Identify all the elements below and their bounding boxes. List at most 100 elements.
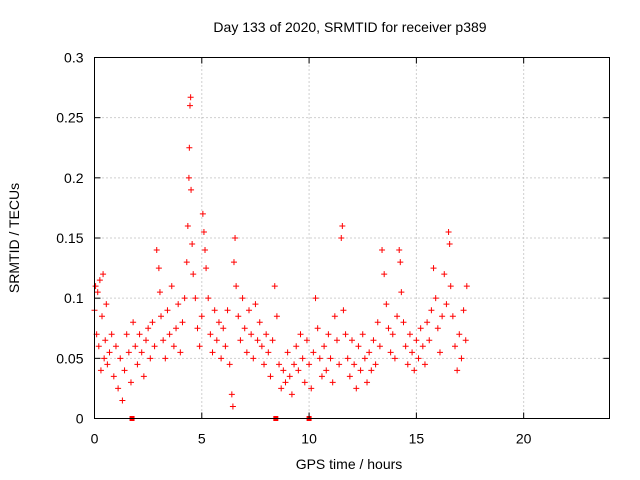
data-point [243, 349, 250, 356]
data-point [434, 325, 441, 332]
data-point [419, 343, 426, 350]
data-point [361, 355, 368, 362]
data-point [153, 247, 160, 254]
data-point [187, 94, 194, 101]
data-point [134, 361, 141, 368]
data-point [271, 283, 278, 290]
data-point [372, 361, 379, 368]
data-point [452, 343, 458, 350]
data-point [325, 331, 332, 338]
data-point [117, 355, 124, 362]
data-point [265, 349, 272, 356]
data-point [323, 367, 330, 374]
data-point [432, 295, 439, 302]
data-point [321, 343, 328, 350]
data-point [162, 355, 169, 362]
data-point [454, 367, 461, 374]
data-point [125, 349, 132, 356]
data-point [368, 367, 375, 374]
data-point [295, 367, 302, 374]
data-point [224, 307, 231, 314]
data-point [177, 349, 184, 356]
x-tick-label: 10 [301, 431, 317, 447]
data-point [237, 337, 244, 344]
data-point [184, 222, 191, 229]
data-point [104, 361, 111, 368]
data-point [229, 403, 236, 410]
y-tick-label: 0 [76, 411, 84, 427]
data-point [351, 361, 358, 368]
data-point [173, 325, 180, 332]
data-point [194, 325, 201, 332]
chart-title: Day 133 of 2020, SRMTID for receiver p38… [213, 19, 486, 35]
data-point [318, 373, 325, 380]
data-point [462, 337, 469, 344]
data-point [100, 271, 107, 278]
data-point [192, 295, 199, 302]
data-point [428, 307, 435, 314]
y-axis-label: SRMTID / TECUs [6, 183, 22, 293]
data-point [189, 241, 196, 248]
data-point [103, 301, 110, 308]
data-point [239, 295, 246, 302]
data-point [310, 349, 317, 356]
data-point [374, 319, 381, 326]
data-point [241, 325, 248, 332]
data-point [342, 331, 349, 338]
data-point [397, 259, 404, 266]
data-point [175, 301, 182, 308]
data-point [115, 385, 122, 392]
data-point [458, 355, 465, 362]
data-point [276, 361, 283, 368]
data-point [132, 343, 139, 350]
data-point [232, 235, 239, 241]
data-point [357, 367, 364, 374]
data-point [299, 355, 306, 362]
data-point [329, 379, 336, 386]
x-tick-label: 5 [198, 431, 206, 447]
data-point [222, 343, 229, 350]
y-tick-label: 0.25 [56, 110, 83, 126]
data-point [263, 331, 270, 338]
data-point [370, 337, 377, 344]
data-point [291, 361, 298, 368]
data-point [280, 367, 287, 374]
y-tick-label: 0.15 [56, 230, 83, 246]
data-point [147, 355, 154, 362]
data-point [301, 379, 308, 386]
data-point [282, 379, 289, 386]
data-point [415, 355, 422, 362]
data-point [327, 355, 334, 362]
grid-lines [94, 57, 610, 419]
data-point [95, 343, 102, 350]
data-point [235, 313, 242, 320]
data-point [456, 331, 463, 338]
data-point [140, 373, 147, 380]
data-point [288, 391, 295, 398]
data-point [220, 325, 227, 332]
data-point [398, 289, 405, 296]
data-point [331, 313, 338, 320]
data-point [250, 355, 257, 362]
data-point [316, 355, 323, 362]
data-point [186, 102, 193, 109]
data-point [258, 343, 265, 350]
x-tick-label: 15 [409, 431, 425, 447]
data-point [385, 325, 392, 332]
data-point [205, 295, 212, 302]
data-point [417, 325, 424, 332]
data-point [199, 210, 206, 217]
data-point [155, 265, 162, 272]
data-point [202, 247, 209, 254]
data-point [213, 337, 220, 344]
data-point [443, 301, 450, 308]
data-point [306, 361, 313, 368]
data-point [303, 337, 310, 344]
data-point [460, 307, 467, 314]
x-axis-ticks: 0 5 10 15 20 [91, 57, 532, 447]
data-point [106, 349, 113, 356]
data-point [447, 283, 454, 290]
data-point [355, 343, 362, 350]
data-point [406, 331, 413, 338]
data-point [349, 337, 355, 344]
